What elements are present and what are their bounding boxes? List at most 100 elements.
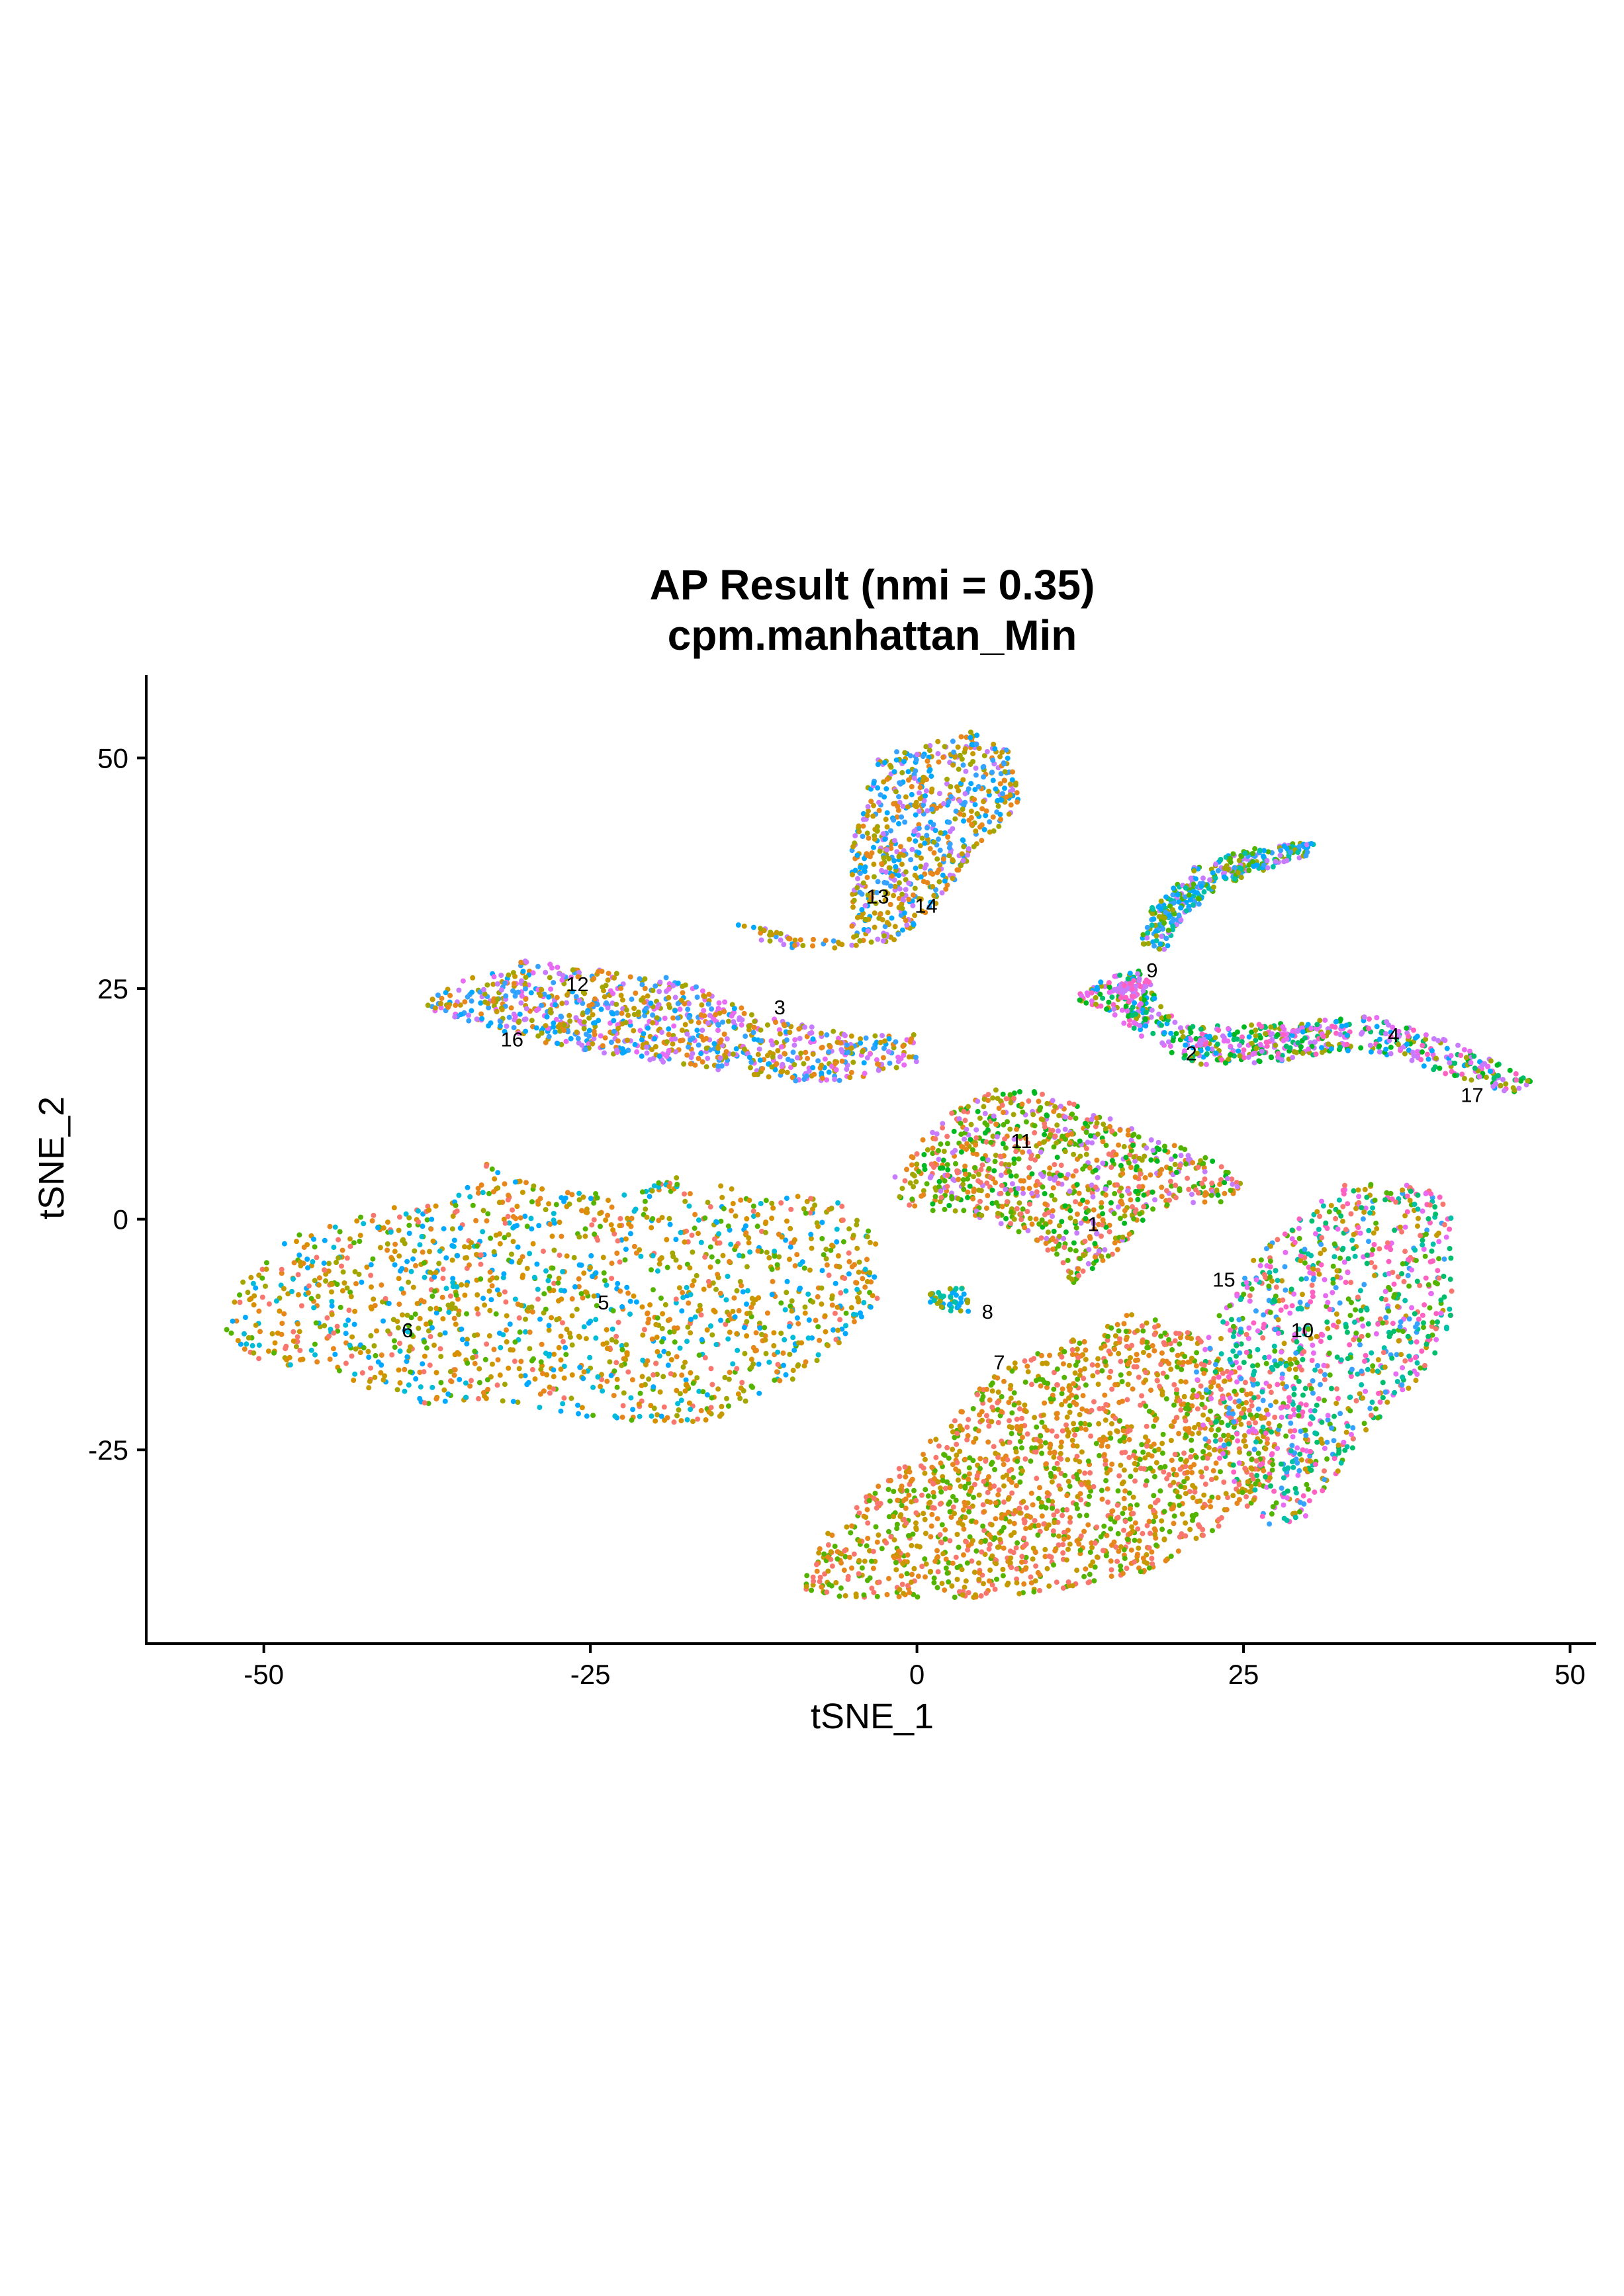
data-point bbox=[880, 1055, 886, 1061]
data-point bbox=[1095, 987, 1101, 992]
data-point bbox=[685, 1324, 691, 1330]
data-point bbox=[1032, 1090, 1038, 1096]
data-point bbox=[956, 1116, 962, 1122]
data-point bbox=[721, 1206, 727, 1212]
data-point bbox=[601, 1270, 607, 1276]
data-point bbox=[343, 1322, 349, 1328]
data-point bbox=[823, 938, 829, 944]
data-point bbox=[671, 1419, 677, 1425]
data-point bbox=[909, 846, 915, 852]
data-point bbox=[1210, 1159, 1216, 1164]
data-point bbox=[609, 1276, 615, 1282]
data-point bbox=[594, 1195, 600, 1201]
data-point bbox=[750, 1030, 756, 1036]
data-point bbox=[624, 1284, 630, 1290]
data-point bbox=[496, 1200, 502, 1206]
data-point bbox=[681, 1061, 687, 1067]
data-point bbox=[690, 1282, 696, 1288]
data-point bbox=[256, 1308, 262, 1314]
data-point bbox=[876, 1067, 881, 1073]
data-point bbox=[639, 1383, 645, 1389]
data-point bbox=[296, 1252, 302, 1258]
data-point bbox=[1125, 976, 1131, 982]
data-point bbox=[731, 1006, 737, 1012]
data-point bbox=[915, 832, 921, 838]
data-point bbox=[843, 1323, 848, 1329]
data-point bbox=[347, 1236, 353, 1242]
data-point bbox=[1014, 1206, 1020, 1212]
data-point bbox=[646, 1376, 652, 1382]
data-point bbox=[1150, 1030, 1156, 1036]
data-point bbox=[946, 845, 952, 851]
data-point bbox=[470, 1355, 476, 1360]
data-point bbox=[998, 1190, 1004, 1196]
data-point bbox=[1108, 1165, 1114, 1170]
data-point bbox=[1066, 1100, 1072, 1106]
data-point bbox=[935, 751, 941, 756]
data-point bbox=[1007, 1126, 1013, 1132]
data-point bbox=[684, 1382, 690, 1388]
data-point bbox=[633, 991, 639, 996]
data-point bbox=[606, 1198, 611, 1204]
data-point bbox=[1187, 1036, 1193, 1041]
data-point bbox=[1106, 1151, 1112, 1157]
data-point bbox=[519, 1190, 525, 1196]
data-point bbox=[1253, 1028, 1259, 1033]
data-point bbox=[911, 922, 917, 928]
data-point bbox=[1056, 1233, 1062, 1239]
data-point bbox=[903, 877, 909, 883]
data-point bbox=[353, 1281, 359, 1287]
data-point bbox=[775, 1362, 781, 1368]
data-point bbox=[525, 1380, 531, 1386]
data-point bbox=[964, 1126, 970, 1132]
data-point bbox=[680, 1364, 686, 1370]
data-point bbox=[758, 926, 763, 932]
data-point bbox=[979, 806, 985, 812]
data-point bbox=[1120, 1170, 1126, 1176]
data-point bbox=[895, 803, 901, 809]
data-point bbox=[530, 970, 536, 976]
data-point bbox=[766, 1255, 772, 1260]
data-point bbox=[690, 1380, 696, 1386]
data-point bbox=[497, 1372, 503, 1378]
data-point bbox=[819, 1268, 825, 1274]
data-point bbox=[1168, 1030, 1174, 1036]
data-point bbox=[576, 1190, 582, 1196]
data-point bbox=[667, 1221, 673, 1227]
data-point bbox=[736, 1253, 742, 1258]
data-point bbox=[910, 892, 916, 898]
data-point bbox=[339, 1288, 345, 1294]
data-point bbox=[893, 1065, 899, 1071]
data-point bbox=[913, 757, 919, 763]
data-point bbox=[609, 1260, 615, 1266]
data-point bbox=[368, 1262, 374, 1268]
data-point bbox=[795, 1321, 801, 1327]
data-point bbox=[871, 1045, 876, 1051]
data-point bbox=[242, 1315, 248, 1320]
data-point bbox=[316, 1275, 322, 1281]
data-point bbox=[721, 1008, 727, 1014]
data-point bbox=[725, 1223, 731, 1229]
data-point bbox=[781, 1022, 787, 1028]
data-point bbox=[1326, 1041, 1331, 1047]
data-point bbox=[1150, 1189, 1155, 1195]
data-point bbox=[696, 1042, 701, 1048]
data-point bbox=[953, 809, 959, 814]
data-point bbox=[848, 1045, 854, 1051]
data-point bbox=[348, 1294, 354, 1300]
data-point bbox=[1107, 1124, 1113, 1129]
data-point bbox=[1094, 1157, 1100, 1163]
data-point bbox=[1099, 1222, 1105, 1228]
data-point bbox=[575, 974, 581, 980]
data-point bbox=[353, 1346, 359, 1352]
data-point bbox=[1112, 1191, 1118, 1196]
data-point bbox=[1114, 1247, 1120, 1253]
data-point bbox=[802, 1310, 808, 1316]
data-point bbox=[1111, 1211, 1117, 1217]
data-point bbox=[1115, 1204, 1121, 1210]
data-point bbox=[417, 1370, 423, 1375]
data-point bbox=[400, 1237, 406, 1243]
data-point bbox=[895, 1054, 901, 1060]
data-point bbox=[708, 1366, 714, 1372]
data-point bbox=[792, 1037, 798, 1043]
